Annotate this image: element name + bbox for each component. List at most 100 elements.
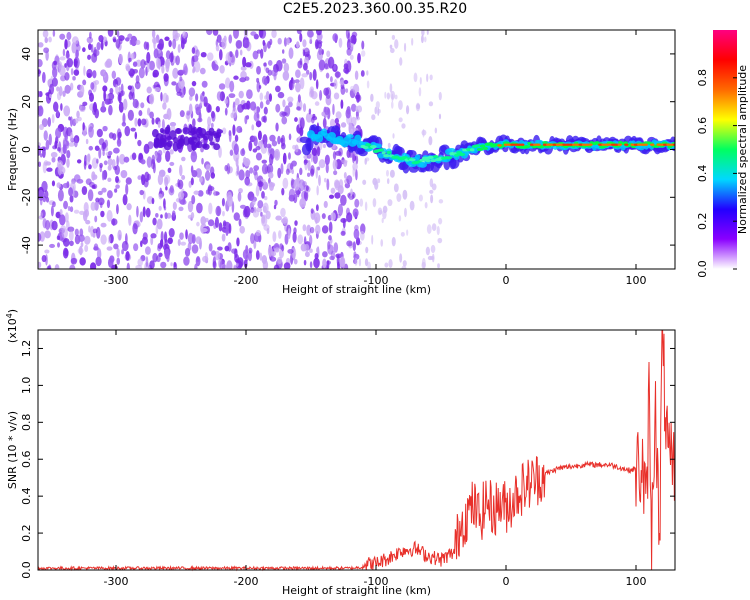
noise-speckle <box>178 78 185 90</box>
noise-speckle <box>318 174 321 186</box>
noise-speckle <box>228 223 232 234</box>
noise-speckle <box>235 157 239 168</box>
noise-speckle <box>255 152 262 161</box>
noise-speckle <box>346 212 353 223</box>
noise-speckle <box>129 39 133 45</box>
noise-speckle <box>259 92 264 101</box>
noise-speckle <box>87 189 94 202</box>
noise-speckle <box>355 169 358 181</box>
noise-speckle <box>38 232 42 242</box>
noise-speckle <box>328 221 333 234</box>
noise-speckle <box>295 69 301 79</box>
noise-speckle <box>359 230 365 241</box>
noise-speckle <box>322 251 328 258</box>
noise-speckle <box>362 179 367 185</box>
noise-speckle <box>429 74 433 81</box>
noise-speckle <box>311 147 318 157</box>
noise-speckle <box>147 141 154 150</box>
noise-speckle <box>57 163 62 176</box>
noise-speckle <box>323 200 328 209</box>
noise-speckle <box>292 79 296 84</box>
noise-speckle <box>273 264 280 269</box>
noise-speckle <box>132 61 138 67</box>
noise-speckle <box>88 164 92 170</box>
noise-speckle <box>324 106 330 116</box>
noise-speckle <box>233 264 237 269</box>
signal-core <box>427 155 434 160</box>
noise-speckle <box>329 118 336 128</box>
noise-speckle <box>253 112 260 122</box>
noise-speckle <box>179 110 185 118</box>
noise-speckle <box>163 231 168 243</box>
noise-speckle <box>44 249 50 254</box>
y-tick-label: 0.0 <box>20 561 33 579</box>
noise-speckle <box>288 152 291 160</box>
noise-speckle <box>134 81 141 90</box>
noise-speckle <box>48 264 52 269</box>
noise-speckle <box>239 225 245 234</box>
noise-speckle <box>169 185 174 194</box>
noise-speckle <box>343 79 349 85</box>
noise-speckle <box>332 159 338 171</box>
noise-speckle <box>191 47 196 54</box>
noise-speckle <box>287 96 294 103</box>
noise-speckle <box>92 183 98 190</box>
signal-mid <box>414 154 421 160</box>
noise-speckle <box>85 154 91 166</box>
noise-speckle <box>135 39 141 45</box>
noise-speckle <box>185 229 188 240</box>
noise-speckle <box>127 85 133 91</box>
noise-speckle <box>352 208 359 218</box>
noise-speckle <box>223 35 227 43</box>
signal-peak <box>640 143 645 146</box>
noise-speckle <box>352 241 356 252</box>
noise-speckle <box>355 237 361 246</box>
noise-speckle <box>239 77 247 83</box>
noise-speckle <box>71 42 77 54</box>
noise-speckle <box>137 175 142 180</box>
noise-speckle <box>79 257 86 266</box>
noise-speckle <box>49 83 55 95</box>
noise-speckle <box>107 235 111 244</box>
noise-speckle <box>196 221 200 227</box>
noise-speckle <box>179 69 186 75</box>
colorbar-tick-label: 0.0 <box>696 260 709 278</box>
noise-speckle <box>146 173 151 181</box>
y-tick-label: 1.2 <box>20 340 33 358</box>
noise-speckle <box>145 207 151 218</box>
noise-speckle <box>73 69 80 76</box>
noise-speckle <box>350 103 357 112</box>
noise-speckle <box>150 236 154 246</box>
noise-speckle <box>231 248 238 254</box>
noise-speckle <box>293 258 298 265</box>
noise-speckle <box>332 33 339 42</box>
noise-speckle <box>118 86 121 93</box>
noise-speckle <box>313 212 321 224</box>
noise-speckle <box>66 31 72 41</box>
noise-speckle <box>302 39 307 48</box>
noise-speckle <box>135 74 140 84</box>
noise-speckle <box>64 38 68 50</box>
noise-speckle <box>295 41 300 49</box>
noise-speckle <box>56 86 60 92</box>
noise-speckle <box>335 150 342 156</box>
noise-speckle <box>172 141 179 152</box>
noise-speckle <box>352 151 356 164</box>
noise-speckle <box>361 50 366 57</box>
noise-speckle <box>163 174 171 185</box>
noise-speckle <box>299 167 303 176</box>
noise-speckle <box>283 37 288 47</box>
noise-speckle <box>132 98 139 109</box>
noise-speckle <box>267 69 273 76</box>
noise-speckle <box>333 92 340 100</box>
signal-mid <box>354 134 362 143</box>
noise-speckle <box>170 262 173 267</box>
noise-speckle <box>192 118 196 128</box>
noise-speckle <box>50 205 54 217</box>
noise-speckle <box>103 89 106 102</box>
noise-speckle <box>299 197 306 209</box>
noise-speckle <box>79 84 85 97</box>
y-tick-label: -40 <box>20 236 33 254</box>
y-axis-label: SNR (10 * v/v) <box>6 411 19 489</box>
noise-speckle <box>122 112 126 125</box>
